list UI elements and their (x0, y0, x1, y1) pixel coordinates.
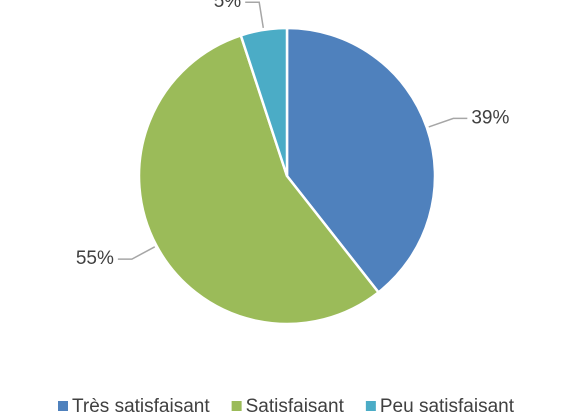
data-label: 39% (471, 107, 509, 128)
data-label: 55% (76, 248, 114, 269)
legend-label: Très satisfaisant (72, 396, 210, 417)
pie-slice (285, 26, 437, 295)
legend-label: Peu satisfaisant (380, 396, 515, 417)
legend-label: Satisfaisant (246, 396, 345, 417)
pie-slice (239, 26, 289, 177)
leader-line (117, 246, 156, 260)
data-label: 5% (214, 0, 242, 12)
legend-swatch (231, 401, 242, 411)
leader-line (245, 1, 265, 29)
leader-line (428, 117, 468, 128)
pie-slice (137, 33, 381, 326)
legend-swatch (58, 401, 68, 411)
legend-swatch (365, 401, 376, 411)
